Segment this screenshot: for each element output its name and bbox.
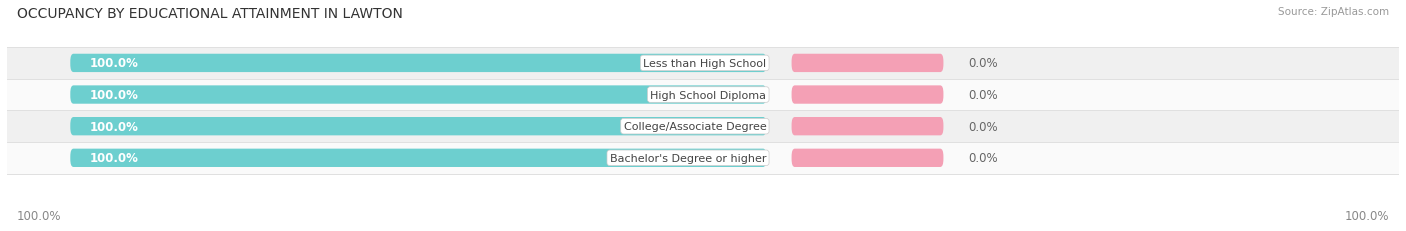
FancyBboxPatch shape [7,48,1399,79]
Text: 0.0%: 0.0% [969,89,998,102]
Text: High School Diploma: High School Diploma [650,90,766,100]
Text: 0.0%: 0.0% [969,152,998,165]
Text: 100.0%: 100.0% [90,120,138,133]
FancyBboxPatch shape [70,86,766,104]
Text: 100.0%: 100.0% [90,57,138,70]
FancyBboxPatch shape [70,55,766,73]
FancyBboxPatch shape [70,149,766,167]
Text: Less than High School: Less than High School [643,59,766,69]
Text: 100.0%: 100.0% [90,152,138,165]
Text: 0.0%: 0.0% [969,120,998,133]
Text: College/Associate Degree: College/Associate Degree [623,122,766,132]
FancyBboxPatch shape [792,149,943,167]
FancyBboxPatch shape [792,55,943,73]
Text: 100.0%: 100.0% [1344,209,1389,222]
FancyBboxPatch shape [7,111,1399,142]
FancyBboxPatch shape [7,142,1399,174]
FancyBboxPatch shape [792,86,943,104]
FancyBboxPatch shape [792,118,943,136]
Text: 0.0%: 0.0% [969,57,998,70]
Text: 100.0%: 100.0% [17,209,62,222]
FancyBboxPatch shape [7,79,1399,111]
FancyBboxPatch shape [70,118,766,136]
Text: OCCUPANCY BY EDUCATIONAL ATTAINMENT IN LAWTON: OCCUPANCY BY EDUCATIONAL ATTAINMENT IN L… [17,7,402,21]
Text: Bachelor's Degree or higher: Bachelor's Degree or higher [610,153,766,163]
Text: Source: ZipAtlas.com: Source: ZipAtlas.com [1278,7,1389,17]
Text: 100.0%: 100.0% [90,89,138,102]
